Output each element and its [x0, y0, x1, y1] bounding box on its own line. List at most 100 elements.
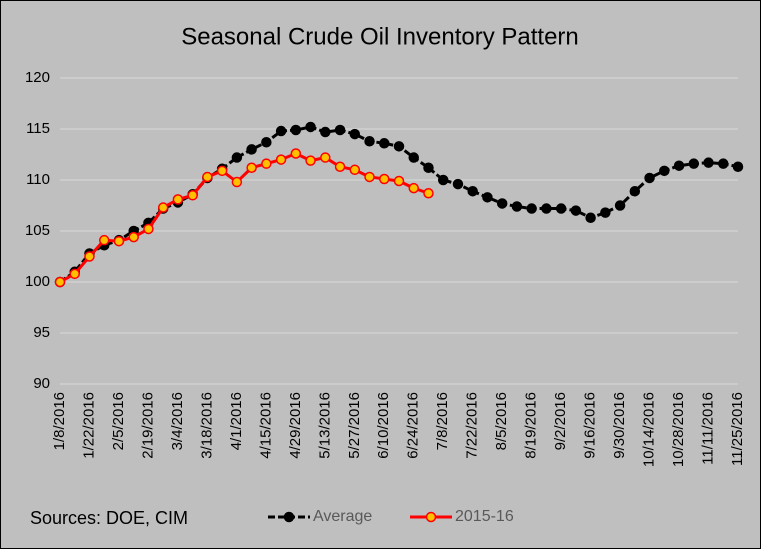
marker: [364, 135, 375, 147]
marker: [673, 160, 685, 171]
marker: [113, 235, 125, 247]
x-tick-label: 4/29/2016: [287, 392, 304, 459]
x-tick-label: 3/4/2016: [169, 392, 186, 450]
x-tick-label: 5/27/2016: [346, 392, 363, 459]
x-tick-label: 1/8/2016: [51, 392, 68, 450]
x-tick-label: 3/18/2016: [198, 392, 215, 459]
marker: [84, 251, 95, 262]
x-tick-label: 2/19/2016: [139, 392, 156, 459]
marker: [423, 162, 434, 174]
x-tick-label: 10/28/2016: [670, 392, 687, 467]
marker: [614, 200, 626, 211]
marker: [629, 185, 641, 197]
y-tick-label: 115: [26, 120, 50, 137]
x-tick-label: 11/11/2016: [699, 392, 716, 465]
marker: [187, 190, 198, 201]
marker: [334, 161, 346, 172]
marker: [320, 152, 331, 163]
marker: [644, 172, 655, 184]
marker: [541, 203, 552, 214]
x-tick-label: 6/10/2016: [375, 392, 392, 459]
marker: [69, 268, 80, 280]
marker: [290, 148, 302, 159]
marker: [202, 171, 213, 183]
marker: [143, 223, 154, 235]
marker: [408, 152, 419, 163]
marker: [98, 234, 110, 246]
y-tick-label: 105: [25, 222, 50, 239]
x-tick-label: 1/22/2016: [80, 392, 97, 459]
marker: [128, 231, 139, 243]
x-tick-label: 8/5/2016: [493, 392, 510, 450]
y-tick-label: 90: [33, 375, 50, 392]
marker: [526, 203, 537, 214]
legend-marker: [425, 511, 437, 523]
marker: [570, 205, 582, 216]
marker: [334, 124, 346, 136]
legend-marker: [283, 511, 295, 523]
marker: [364, 171, 375, 183]
x-tick-label: 4/1/2016: [228, 392, 245, 450]
x-tick-label: 9/2/2016: [552, 392, 569, 450]
marker: [305, 121, 316, 133]
x-tick-label: 4/15/2016: [257, 392, 274, 459]
marker: [246, 162, 257, 174]
marker: [718, 158, 729, 169]
x-tick-label: 7/8/2016: [434, 392, 451, 450]
chart-title: Seasonal Crude Oil Inventory Pattern: [181, 23, 579, 50]
marker: [231, 176, 243, 188]
marker: [349, 164, 361, 176]
marker: [379, 138, 390, 149]
legend-label: Average: [313, 508, 372, 525]
marker: [482, 192, 493, 203]
marker: [261, 158, 272, 169]
marker: [732, 161, 744, 172]
x-tick-label: 9/16/2016: [582, 392, 599, 459]
x-tick-label: 9/30/2016: [611, 392, 628, 459]
marker: [393, 175, 405, 187]
marker: [349, 128, 361, 140]
x-tick-label: 2/5/2016: [110, 392, 127, 450]
y-tick-label: 110: [26, 171, 50, 188]
marker: [275, 125, 287, 137]
marker: [290, 124, 302, 136]
marker: [54, 276, 66, 288]
marker: [555, 203, 567, 214]
marker: [423, 188, 434, 199]
annotation: Sources: DOE, CIM: [30, 508, 188, 528]
marker: [379, 173, 390, 185]
x-tick-label: 7/22/2016: [464, 392, 481, 459]
marker: [703, 157, 714, 168]
marker: [172, 194, 184, 205]
x-tick-label: 6/24/2016: [405, 392, 422, 459]
marker: [231, 152, 243, 163]
y-tick-label: 95: [33, 324, 50, 341]
marker: [261, 137, 272, 148]
marker: [452, 178, 464, 190]
y-tick-label: 120: [25, 69, 50, 86]
marker: [585, 212, 596, 223]
marker: [408, 182, 419, 194]
marker: [437, 174, 449, 186]
x-tick-label: 10/14/2016: [641, 392, 658, 467]
marker: [511, 201, 523, 212]
marker: [157, 202, 169, 213]
y-tick-label: 100: [25, 273, 50, 290]
marker: [659, 165, 670, 177]
x-tick-label: 5/13/2016: [316, 392, 333, 459]
marker: [216, 165, 228, 177]
x-tick-label: 8/19/2016: [523, 392, 540, 459]
marker: [496, 198, 508, 209]
x-tick-label: 11/25/2016: [729, 392, 746, 466]
marker: [320, 126, 331, 138]
marker: [275, 154, 287, 165]
marker: [600, 207, 611, 218]
marker: [305, 155, 316, 166]
marker: [688, 158, 700, 169]
marker: [246, 144, 257, 155]
marker: [393, 141, 405, 152]
legend-label: 2015-16: [455, 508, 514, 525]
marker: [467, 185, 478, 197]
